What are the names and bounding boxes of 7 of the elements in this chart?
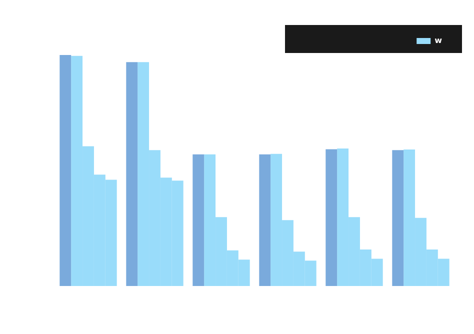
bar — [192, 154, 204, 286]
bar — [259, 154, 271, 286]
bar — [126, 62, 138, 286]
bar — [392, 150, 404, 286]
bar — [326, 149, 338, 286]
bar — [60, 55, 72, 286]
legend-label: w — [434, 36, 443, 46]
